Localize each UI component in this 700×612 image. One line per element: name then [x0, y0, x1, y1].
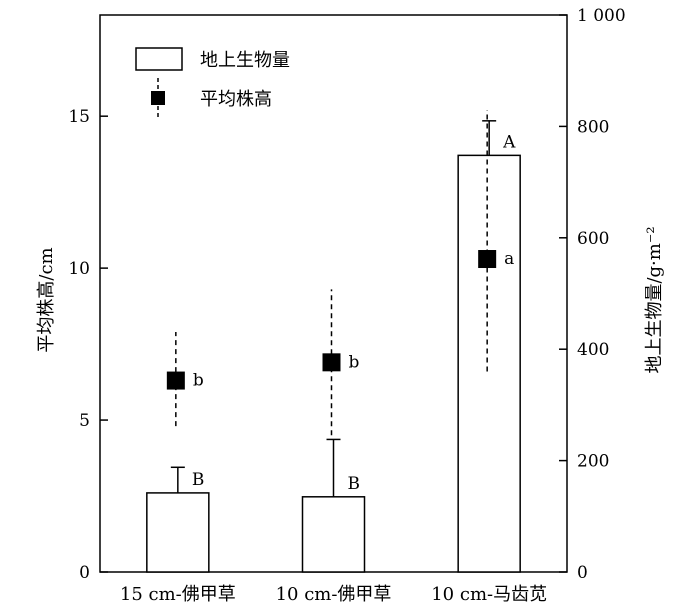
left-tick-label: 15	[68, 107, 90, 127]
x-tick-label: 10 cm-马齿苋	[431, 584, 547, 605]
right-axis: 0 200 400 600 800 1 000	[559, 6, 626, 583]
right-tick-label: 600	[577, 229, 609, 249]
x-tick-label: 10 cm-佛甲草	[276, 584, 392, 605]
bar-significance-letter: A	[502, 132, 516, 152]
legend-bar-label: 地上生物量	[200, 50, 290, 71]
right-tick-label: 1 000	[577, 6, 626, 26]
x-tick-label: 15 cm-佛甲草	[120, 584, 236, 605]
bar-significance-letter: B	[348, 474, 361, 494]
legend: 地上生物量 平均株高	[135, 47, 290, 118]
legend-bar-swatch	[135, 47, 183, 71]
legend-point-marker	[151, 91, 165, 105]
point-marker	[478, 250, 497, 269]
y-axis-label-right: 地上生物量/g·m⁻²	[644, 226, 665, 373]
x-axis: 15 cm-佛甲草 10 cm-佛甲草 10 cm-马齿苋	[120, 584, 547, 605]
right-tick-label: 800	[577, 117, 609, 137]
legend-point-label: 平均株高	[200, 89, 272, 110]
left-axis: 0 5 10 15	[68, 107, 108, 583]
left-tick-label: 10	[68, 259, 90, 279]
point-marker	[322, 353, 341, 372]
left-tick-label: 0	[79, 563, 90, 583]
bar	[146, 492, 210, 573]
point-significance-letter: b	[193, 371, 204, 391]
point-marker	[166, 371, 185, 390]
right-tick-label: 0	[577, 563, 588, 583]
right-tick-label: 200	[577, 452, 609, 472]
point-significance-letter: a	[504, 249, 514, 269]
bar	[301, 496, 366, 573]
bar-significance-letter: B	[192, 470, 205, 490]
left-tick-label: 5	[79, 411, 90, 431]
right-tick-label: 400	[577, 340, 609, 360]
point-series: b b a	[166, 110, 514, 436]
point-significance-letter: b	[349, 352, 360, 372]
bar-series: B B A	[146, 120, 521, 573]
y-axis-label-left: 平均株高/cm	[36, 247, 57, 352]
bar	[457, 154, 521, 573]
